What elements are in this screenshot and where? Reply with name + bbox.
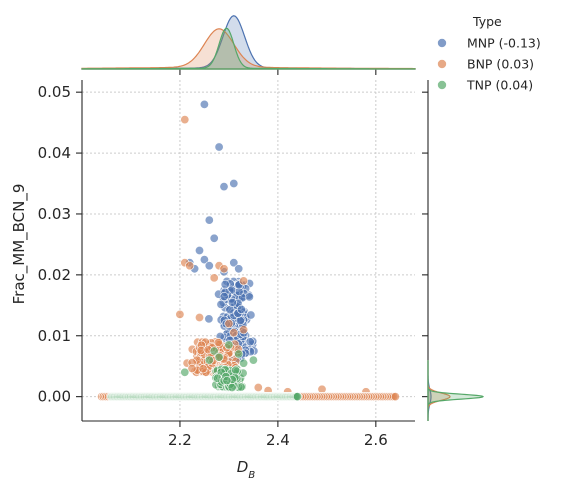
- point-2-points-1: [224, 340, 234, 350]
- point-0-points-1: [214, 142, 224, 152]
- series-2-points: [180, 340, 258, 377]
- scatter-points: [97, 99, 400, 402]
- series-2-cluster: [211, 364, 248, 392]
- point-2-points-0: [209, 346, 219, 356]
- point-1-points-0: [180, 115, 190, 125]
- point-0-cluster-196: [245, 337, 255, 347]
- point-0-cluster-218: [236, 304, 246, 314]
- x-axis-title-main: D: [237, 458, 249, 476]
- point-2-cluster-178: [222, 376, 232, 386]
- point-0-points-7: [199, 255, 209, 265]
- legend-marker-0: [437, 38, 447, 48]
- point-2-points-4: [248, 355, 258, 365]
- point-0-points-0: [199, 99, 209, 109]
- point-0-cluster-201: [227, 297, 237, 307]
- point-1-points-9: [224, 319, 234, 329]
- legend-marker-2: [437, 80, 447, 90]
- point-0-cluster-30: [204, 314, 214, 324]
- right-marginal-kde: [422, 80, 484, 421]
- point-2-cluster-179: [227, 382, 237, 392]
- y-tick-label-3: 0.03: [38, 205, 71, 223]
- point-1-points-11: [229, 328, 239, 338]
- tick-marks: 2.2 2.4 2.6 0.00 0.01 0.02 0.03 0.04 0.05: [38, 83, 388, 449]
- legend-label-2: TNP (0.04): [466, 78, 533, 93]
- series-2-baseline: [106, 392, 302, 402]
- point-2-points-5: [180, 367, 190, 377]
- point-1-cluster-251: [213, 337, 223, 347]
- point-0-cluster-205: [216, 299, 226, 309]
- series-0-points: [185, 99, 244, 277]
- x-tick-label-0: 2.2: [168, 431, 192, 449]
- y-tick-label-0: 0.00: [38, 388, 71, 406]
- point-0-points-2: [229, 179, 239, 189]
- point-1-points-2: [185, 261, 195, 271]
- point-2-cluster-168: [231, 365, 241, 375]
- legend-marker-1: [437, 59, 447, 69]
- point-0-points-8: [229, 258, 239, 268]
- point-2-points-2: [234, 349, 244, 359]
- top-kde-2: [81, 27, 416, 70]
- point-0-cluster-210: [244, 292, 254, 302]
- point-1-points-5: [209, 273, 219, 283]
- point-0-points-11: [204, 261, 214, 271]
- point-2-baseline-199: [292, 392, 302, 402]
- legend-label-1: BNP (0.03): [467, 57, 534, 72]
- legend-label-0: MNP (-0.13): [467, 36, 541, 51]
- point-0-points-9: [234, 264, 244, 274]
- series-1-points: [175, 115, 371, 397]
- top-kde-0: [81, 15, 416, 70]
- point-2-points-6: [239, 358, 249, 368]
- x-axis-title-subscript: B: [248, 470, 255, 481]
- point-2-points-7: [214, 352, 224, 362]
- x-tick-label-2: 2.6: [364, 431, 388, 449]
- point-1-points-12: [253, 382, 263, 392]
- point-2-points-3: [204, 355, 214, 365]
- y-tick-label-1: 0.01: [38, 327, 71, 345]
- grid-lines: [82, 80, 415, 421]
- point-1-points-8: [195, 312, 205, 322]
- legend-title: Type: [472, 14, 502, 29]
- point-0-points-4: [204, 215, 214, 225]
- point-0-points-5: [209, 233, 219, 243]
- right-kde-2: [427, 360, 484, 421]
- top-marginal-kde: [81, 15, 416, 75]
- point-0-cluster-197: [219, 291, 229, 301]
- point-1-cluster-253: [187, 363, 197, 373]
- point-1-baseline-169: [390, 392, 400, 402]
- y-tick-label-5: 0.05: [38, 83, 71, 101]
- point-1-points-4: [219, 264, 229, 274]
- point-1-cluster-245: [198, 364, 208, 374]
- point-0-points-3: [219, 182, 229, 192]
- point-0-cluster-185: [220, 279, 230, 289]
- y-axis-title: Frac_MM_BCN_9: [10, 184, 29, 305]
- x-axis-title: DB: [237, 458, 256, 481]
- axes: [81, 80, 415, 422]
- legend: Type MNP (-0.13) BNP (0.03) TNP (0.04): [437, 14, 541, 93]
- y-tick-label-2: 0.02: [38, 266, 71, 284]
- point-0-cluster-87: [246, 310, 256, 320]
- y-tick-label-4: 0.04: [38, 144, 71, 162]
- point-1-points-6: [239, 276, 249, 286]
- point-0-points-6: [195, 246, 205, 256]
- point-1-points-10: [239, 325, 249, 335]
- point-1-points-7: [175, 309, 185, 319]
- x-tick-label-1: 2.4: [266, 431, 290, 449]
